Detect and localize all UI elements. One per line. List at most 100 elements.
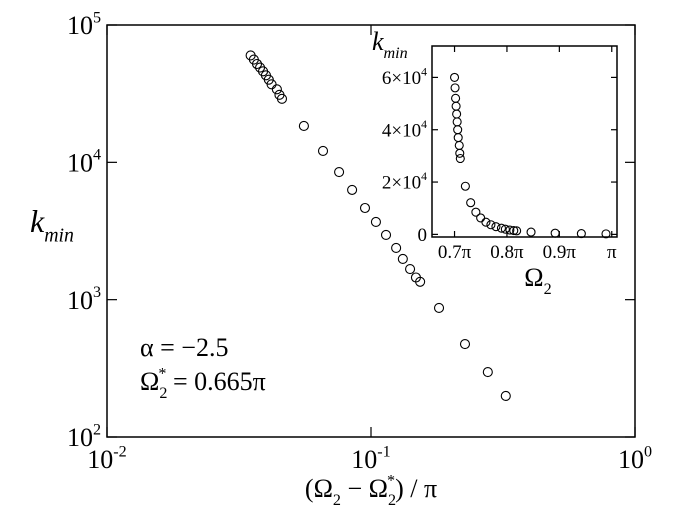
data-point <box>466 198 476 208</box>
x-tick-label-part: 0 <box>644 443 652 460</box>
annotation-part: * <box>158 365 166 382</box>
y-axis-label-part: min <box>44 225 74 247</box>
data-point <box>380 229 392 240</box>
x-axis-label-part: 2 <box>388 492 396 509</box>
y-tick-label-part: 2 <box>93 421 101 438</box>
y-axis-label-part: k <box>30 203 45 239</box>
data-point <box>271 84 282 95</box>
x-tick-label: 100 <box>618 443 652 474</box>
annotation: Ω2 * = 0.665π <box>140 365 266 402</box>
y-tick-label-part: 4 <box>421 170 427 183</box>
y-tick-label-part: 4 <box>421 65 427 78</box>
data-point <box>459 339 471 350</box>
data-point <box>391 242 402 254</box>
data-point <box>481 217 491 227</box>
y-tick-label-part: 10 <box>67 423 93 452</box>
x-tick-label-part: 0.7π <box>438 242 472 263</box>
inset-x-axis-label: Ω2 <box>524 263 551 298</box>
x-axis-label: (Ω2 − Ω2*) / π <box>305 472 437 509</box>
y-tick-label: 6×104 <box>382 65 427 89</box>
data-point <box>601 229 611 239</box>
x-tick-label-part: π <box>607 242 617 263</box>
data-point <box>496 223 506 233</box>
y-tick-label-part: 10 <box>67 148 93 177</box>
x-axis-label-part: (Ω <box>305 474 333 503</box>
data-point <box>415 276 426 287</box>
x-tick-label-part: 10 <box>87 445 113 474</box>
y-tick-label-part: 10 <box>67 11 93 40</box>
plot-area <box>431 45 618 238</box>
x-axis-label-part: ) / π <box>395 474 437 503</box>
y-tick-label: 103 <box>67 284 101 315</box>
inset-x-axis-label-part: Ω <box>524 263 543 292</box>
annotation-part: 2 <box>159 385 167 402</box>
y-axis-label: kmin <box>30 203 74 247</box>
inset-y-axis-label: kmin <box>372 27 408 62</box>
data-point <box>482 367 493 378</box>
data-point <box>509 226 519 236</box>
x-tick-label-part: -1 <box>377 443 390 460</box>
y-tick-label: 4×104 <box>382 118 427 142</box>
x-axis-label-part: − Ω <box>341 474 388 503</box>
data-point <box>405 264 416 275</box>
data-point <box>455 148 465 158</box>
data-point <box>251 58 263 70</box>
x-tick-label-part: 10 <box>351 445 377 474</box>
data-point <box>471 207 481 217</box>
data-point <box>576 229 586 239</box>
data-point <box>347 184 358 195</box>
data-point <box>370 216 381 228</box>
x-tick-label-part: 0.8π <box>490 242 524 263</box>
data-point <box>450 83 460 93</box>
annotation-part: Ω <box>140 367 159 396</box>
y-tick-label: 2×104 <box>382 170 427 194</box>
y-tick-label-part: 5 <box>93 9 101 26</box>
data-point <box>460 181 470 191</box>
x-tick-label: 10-1 <box>351 443 390 474</box>
x-tick-label: π <box>607 242 617 263</box>
inset-y-axis-label-part: k <box>372 27 384 56</box>
x-axis-label-part: * <box>387 472 395 489</box>
data-point <box>359 202 371 214</box>
data-point <box>298 120 309 132</box>
data-point <box>505 225 515 235</box>
y-tick-label-part: 2×10 <box>382 173 421 194</box>
y-tick-label: 102 <box>67 421 101 452</box>
x-tick-label-part: 0.9π <box>543 242 577 263</box>
data-point <box>266 79 277 90</box>
data-point <box>334 166 345 178</box>
data-point <box>455 153 465 164</box>
data-point <box>433 302 445 314</box>
data-point <box>276 93 288 104</box>
data-point <box>449 72 460 82</box>
inset-x-axis-label-part: 2 <box>544 281 552 298</box>
x-tick-label: 10-2 <box>87 443 126 474</box>
data-point <box>397 253 408 264</box>
data-point <box>512 226 522 236</box>
data-point <box>486 220 496 230</box>
annotation: α = −2.5 <box>140 333 228 362</box>
data-point <box>526 227 536 237</box>
annotation-part: α = −2.5 <box>140 333 228 362</box>
y-tick-label-part: 4 <box>421 118 427 131</box>
x-tick-label-part: -2 <box>113 443 126 460</box>
y-tick-label: 0 <box>418 225 428 246</box>
inset-y-axis-label-part: min <box>384 45 408 62</box>
x-tick-label-part: 10 <box>618 445 644 474</box>
data-point <box>500 390 511 402</box>
y-tick-label-part: 4×10 <box>382 120 421 141</box>
x-tick-label: 0.7π <box>438 242 472 263</box>
y-tick-label-part: 4 <box>93 147 101 164</box>
data-point <box>491 222 501 232</box>
y-tick-label-part: 10 <box>67 286 93 315</box>
x-tick-label: 0.8π <box>490 242 524 263</box>
annotation-part: = 0.665π <box>166 367 265 396</box>
x-axis-label-part: 2 <box>333 492 341 509</box>
y-tick-label-part: 3 <box>93 284 101 301</box>
x-tick-label: 0.9π <box>543 242 577 263</box>
data-point <box>500 224 510 234</box>
data-point <box>550 228 560 238</box>
y-tick-label: 105 <box>67 9 101 40</box>
y-tick-label: 104 <box>67 147 101 178</box>
